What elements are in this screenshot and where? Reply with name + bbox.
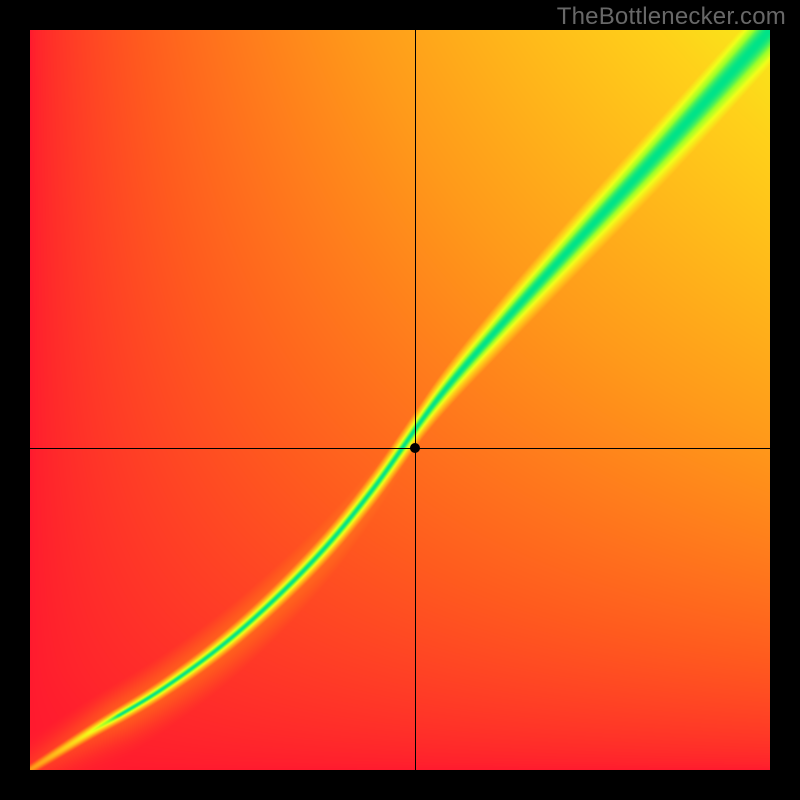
watermark-text: TheBottlenecker.com	[557, 3, 786, 31]
crosshair-horizontal	[30, 448, 770, 449]
crosshair-dot	[410, 443, 420, 453]
chart-stage: TheBottlenecker.com	[0, 0, 800, 800]
crosshair-vertical	[415, 30, 416, 770]
plot-area	[30, 30, 770, 770]
heatmap-canvas	[30, 30, 770, 770]
